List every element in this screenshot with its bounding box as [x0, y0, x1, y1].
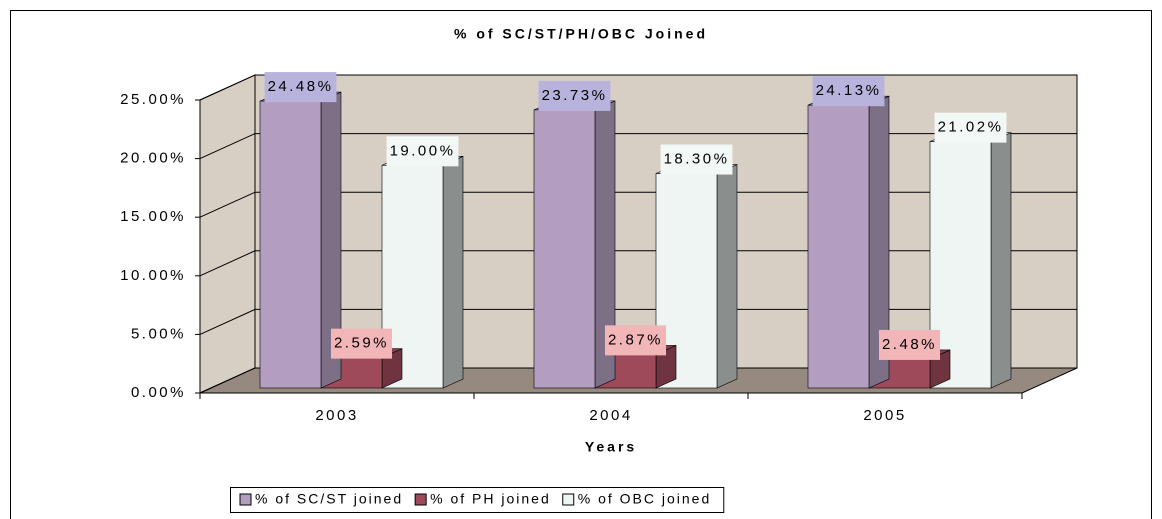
x-axis-title: Years	[585, 439, 637, 455]
grid-line	[199, 308, 1077, 335]
bar-side	[990, 132, 1012, 389]
bar	[259, 100, 322, 389]
value-label: 2.59%	[334, 335, 389, 352]
bar	[533, 109, 596, 389]
value-label: 2.48%	[882, 336, 937, 353]
grid-line	[199, 367, 1077, 394]
bar-side	[716, 164, 738, 389]
chart-title: % of SC/ST/PH/OBC Joined	[454, 26, 708, 42]
value-label-bg	[812, 76, 885, 107]
legend-swatch	[414, 493, 427, 506]
value-label-bg	[386, 136, 459, 167]
value-label: 18.30%	[664, 150, 730, 167]
value-label-bg	[264, 72, 337, 103]
value-label-bg	[878, 329, 941, 360]
value-label-bg	[934, 112, 1007, 143]
grid-line	[199, 191, 1077, 218]
value-label: 21.02%	[938, 119, 1004, 136]
y-tick-label: 20.00%	[120, 150, 186, 167]
legend-label: % of OBC joined	[578, 491, 712, 507]
y-tick-label: 25.00%	[120, 91, 186, 108]
side-wall	[199, 74, 256, 394]
value-label-bg	[330, 328, 393, 359]
value-label-bg	[538, 80, 611, 111]
x-tick-label: 2003	[315, 407, 358, 424]
value-label: 2.87%	[608, 331, 663, 348]
value-label: 24.13%	[816, 82, 882, 99]
legend-swatch	[562, 493, 575, 506]
y-tick-label: 10.00%	[120, 267, 186, 284]
bar	[807, 104, 870, 389]
legend: % of SC/ST joined % of PH joined % of OBC …	[230, 487, 725, 513]
value-label-bg	[660, 144, 733, 175]
bar	[929, 141, 992, 389]
y-tick-label: 15.00%	[120, 208, 186, 225]
x-tick-label: 2005	[863, 407, 906, 424]
legend-label: % of SC/ST joined	[255, 491, 403, 507]
grid-line	[199, 250, 1077, 277]
grid-line	[199, 74, 1077, 101]
value-label-bg	[604, 325, 667, 356]
value-label: 23.73%	[542, 87, 608, 104]
grid-line	[199, 133, 1077, 160]
y-tick-label: 5.00%	[131, 325, 186, 342]
value-label: 19.00%	[390, 142, 456, 159]
bar-side	[442, 155, 464, 389]
legend-swatch	[239, 493, 252, 506]
value-label: 24.48%	[268, 78, 334, 95]
legend-label: % of PH joined	[430, 491, 551, 507]
legend-box	[230, 487, 725, 513]
x-tick-label: 2004	[589, 407, 632, 424]
y-tick-label: 0.00%	[131, 384, 186, 401]
